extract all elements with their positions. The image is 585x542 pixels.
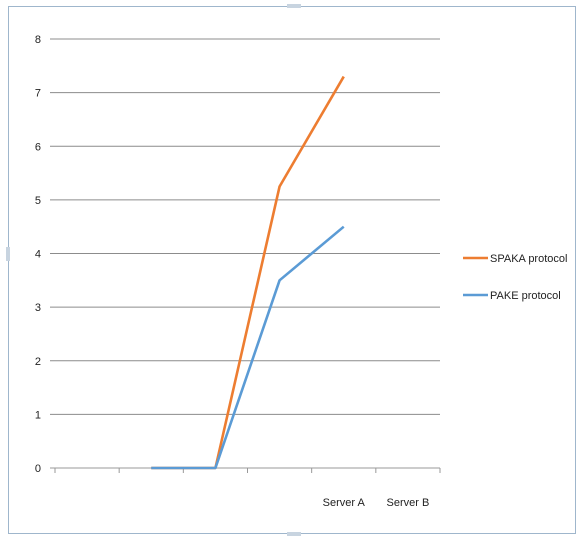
y-tick-label: 2 <box>35 356 41 368</box>
y-tick-label: 1 <box>35 409 41 421</box>
y-tick-label: 8 <box>35 34 41 46</box>
y-tick-label: 3 <box>35 302 41 314</box>
resize-handle-left[interactable] <box>6 247 10 261</box>
y-tick-label: 7 <box>35 88 41 100</box>
legend-label: PAKE protocol <box>490 290 561 302</box>
legend-label: SPAKA protocol <box>490 253 567 265</box>
y-tick-label: 5 <box>35 195 41 207</box>
x-category-label: Server A <box>323 497 366 509</box>
resize-handle-top[interactable] <box>287 4 301 8</box>
series-line <box>151 225 345 470</box>
x-category-label: Server B <box>387 497 430 509</box>
y-tick-label: 0 <box>35 463 41 475</box>
y-tick-label: 6 <box>35 141 41 153</box>
resize-handle-bottom[interactable] <box>287 532 301 536</box>
series-line <box>151 75 345 470</box>
y-tick-label: 4 <box>35 249 41 261</box>
